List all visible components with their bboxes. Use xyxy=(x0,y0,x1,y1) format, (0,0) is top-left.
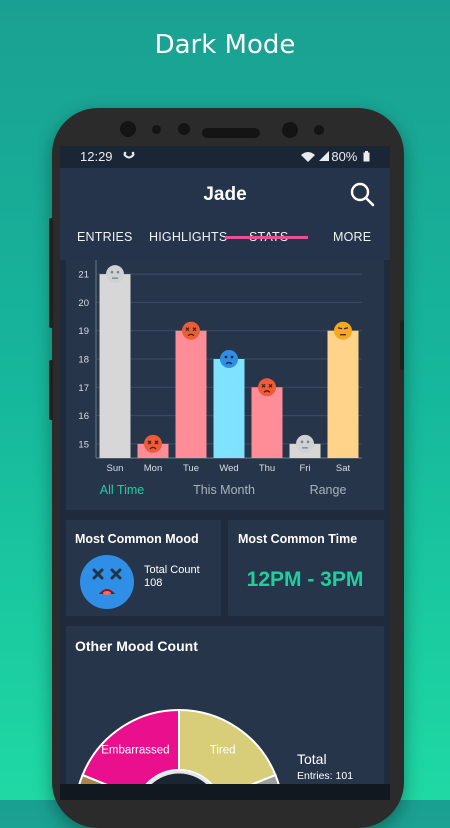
notification-icon xyxy=(123,151,135,159)
most-common-mood-title: Most Common Mood xyxy=(75,532,199,546)
face-mouth xyxy=(187,333,195,337)
app-bar: Jade ENTRIES HIGHLIGHTS STATS MORE xyxy=(60,168,390,260)
most-common-time-title: Most Common Time xyxy=(238,532,358,546)
headline: Dark Mode xyxy=(154,30,296,60)
filter-range[interactable]: Range xyxy=(310,483,347,497)
battery-percent: 80% xyxy=(331,149,370,164)
face-eyes xyxy=(185,327,197,332)
mood-face-icon xyxy=(220,350,238,368)
weekly-mood-chart: 15 16 17 18 19 20 21 Sun Mon Tue Wed Thu Fri Sat All T… xyxy=(78,260,362,497)
navigation-bar xyxy=(60,784,390,800)
x-tick-label: Sun xyxy=(107,463,124,474)
mood-face-icon xyxy=(296,434,314,453)
front-camera-icon xyxy=(120,121,136,137)
mood-face-icon xyxy=(334,321,352,340)
most-common-time-card: Most Common Time 12PM - 3PM xyxy=(228,520,384,616)
search-icon[interactable] xyxy=(348,180,376,208)
mood-face-icon xyxy=(182,321,200,340)
donut-slice xyxy=(178,708,277,799)
signal-icon xyxy=(319,151,329,161)
status-bar: 12:29 80% xyxy=(60,146,390,168)
most-common-mood-card: Most Common Mood Total Count 108 xyxy=(66,520,221,616)
tab-bar: ENTRIES HIGHLIGHTS STATS MORE xyxy=(60,226,390,260)
x-tick-label: Sat xyxy=(336,463,351,474)
mood-face-icon xyxy=(258,378,276,397)
app-title: Jade xyxy=(203,184,247,205)
bar-sun xyxy=(99,274,131,458)
x-tick-label: Fri xyxy=(299,463,310,474)
face-eyes xyxy=(147,440,159,445)
y-tick-label: 17 xyxy=(78,383,89,394)
face-eyes xyxy=(261,383,273,388)
mood-face-icon xyxy=(144,434,162,453)
x-tick-label: Mon xyxy=(144,463,162,474)
bar-sat xyxy=(327,330,359,458)
bar-wed xyxy=(213,359,245,458)
face-eye xyxy=(110,270,114,274)
tab-highlights[interactable]: HIGHLIGHTS xyxy=(149,230,228,244)
donut-slice xyxy=(81,708,180,799)
filter-all-time[interactable]: All Time xyxy=(100,483,145,497)
face-mouth xyxy=(149,446,157,450)
speaker-grille xyxy=(202,128,260,138)
face-mouth xyxy=(225,361,233,365)
sensor-dot xyxy=(152,125,161,134)
power-button xyxy=(49,360,53,420)
other-mood-donut-chart: Embarrassed Tired xyxy=(75,708,283,800)
total-label: Total xyxy=(297,751,327,767)
x-tick-label: Tue xyxy=(183,463,199,474)
status-time: 12:29 xyxy=(80,149,113,164)
other-mood-card: Other Mood Count Embarrassed Tired Total … xyxy=(66,626,384,800)
y-tick-label: 16 xyxy=(78,411,89,422)
filter-this-month[interactable]: This Month xyxy=(193,483,255,497)
app-screen: 12:29 80% Jade ENTRIES HIGHLIGHTS STATS xyxy=(60,146,390,800)
face-eyes xyxy=(337,327,349,330)
face-mouth xyxy=(263,390,271,393)
y-tick-label: 18 xyxy=(78,355,89,366)
mood-chart-card: 15 16 17 18 19 20 21 Sun Mon Tue Wed Thu Fri Sat All T… xyxy=(66,260,384,510)
y-tick-label: 21 xyxy=(78,270,89,281)
active-tab-indicator xyxy=(225,236,308,239)
total-count-label: Total Count xyxy=(144,564,200,576)
tab-more[interactable]: MORE xyxy=(333,230,372,244)
face-eye xyxy=(116,270,120,274)
face-eye xyxy=(224,355,228,359)
total-count-value: 108 xyxy=(144,577,163,589)
y-tick-label: 15 xyxy=(78,439,89,450)
mood-face-icon xyxy=(106,265,124,284)
donut-slice-label: Embarrassed xyxy=(101,744,169,756)
y-tick-label: 19 xyxy=(78,326,89,337)
sensor-dot xyxy=(178,123,190,135)
face-eye xyxy=(300,440,304,444)
tab-entries[interactable]: ENTRIES xyxy=(77,230,133,244)
wifi-icon xyxy=(301,152,315,162)
volume-button xyxy=(49,218,53,328)
face-eye xyxy=(306,440,310,444)
front-camera-icon xyxy=(282,122,298,138)
most-common-time-value: 12PM - 3PM xyxy=(246,568,364,591)
bar-thu xyxy=(251,387,283,458)
entries-label: Entries: 101 xyxy=(297,770,354,782)
side-button xyxy=(400,320,404,370)
battery-icon xyxy=(363,151,370,162)
dizzy-face-icon xyxy=(80,555,134,609)
face-eye xyxy=(230,355,234,359)
y-tick-label: 20 xyxy=(78,298,89,309)
other-mood-title: Other Mood Count xyxy=(75,638,198,654)
donut-slice-label: Tired xyxy=(210,744,236,756)
x-tick-label: Wed xyxy=(219,463,238,474)
x-tick-label: Thu xyxy=(259,463,275,474)
sensor-dot xyxy=(314,125,324,135)
bar-tue xyxy=(175,330,207,458)
